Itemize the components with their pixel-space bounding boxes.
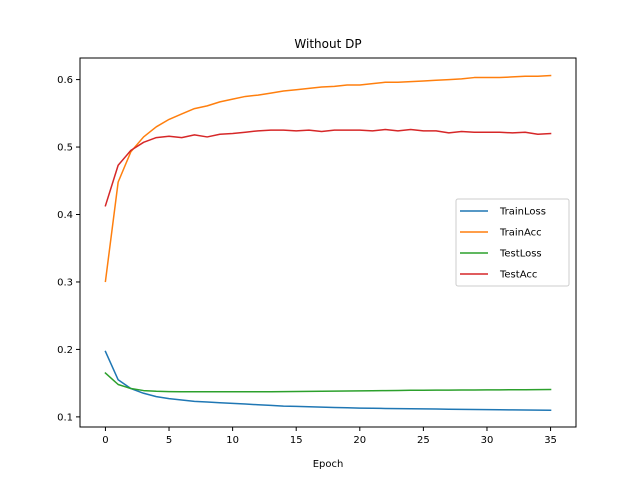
x-axis-label: Epoch	[313, 459, 344, 470]
chart-title: Without DP	[294, 37, 361, 51]
y-axis-ticks: 0.1 0.2 0.3 0.4 0.5 0.6	[57, 75, 80, 423]
series-line-trainloss	[104, 350, 552, 412]
legend-label-testacc: TestAcc	[499, 270, 537, 281]
y-tick-label: 0.6	[57, 75, 73, 86]
y-tick-label: 0.3	[57, 277, 73, 288]
x-tick-label: 25	[417, 435, 430, 446]
y-tick-label: 0.2	[57, 345, 73, 356]
x-tick-label: 5	[166, 435, 172, 446]
series-line-trainacc	[104, 74, 552, 283]
series-layer	[104, 74, 552, 412]
legend: TrainLoss TrainAcc TestLoss TestAcc	[455, 198, 570, 287]
y-tick-label: 0.4	[57, 210, 73, 221]
x-tick-label: 10	[226, 435, 239, 446]
legend-label-trainloss: TrainLoss	[499, 207, 546, 218]
legend-label-trainacc: TrainAcc	[499, 228, 542, 239]
legend-label-testloss: TestLoss	[499, 249, 542, 260]
x-tick-label: 0	[102, 435, 108, 446]
y-tick-label: 0.1	[57, 412, 73, 423]
series-line-testloss	[104, 371, 552, 393]
x-tick-label: 30	[481, 435, 494, 446]
x-tick-label: 35	[544, 435, 557, 446]
plot-frame	[79, 57, 577, 428]
x-tick-label: 15	[290, 435, 303, 446]
x-axis-ticks: 0 5 10 15 20 25 30 35	[102, 427, 557, 446]
x-tick-label: 20	[353, 435, 366, 446]
y-tick-label: 0.5	[57, 143, 73, 154]
series-line-testacc	[104, 128, 552, 207]
legend-box	[455, 198, 570, 287]
